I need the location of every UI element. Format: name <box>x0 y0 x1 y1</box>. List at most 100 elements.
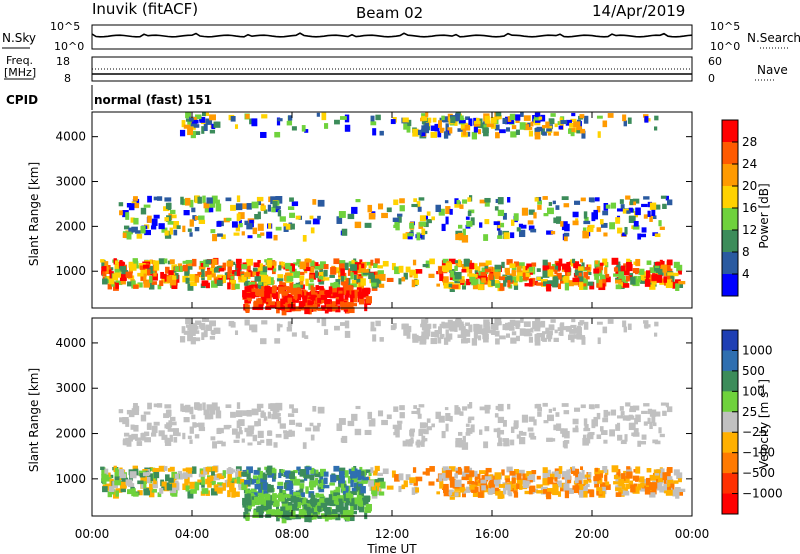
velocity-cell <box>628 414 633 420</box>
velocity-cell <box>498 484 505 488</box>
power-cell <box>586 281 594 286</box>
power-cell <box>308 274 314 280</box>
power-cell <box>370 259 374 266</box>
velocity-cell <box>620 411 625 416</box>
power-cell <box>607 113 614 118</box>
power-cell <box>168 270 174 276</box>
power-cell <box>279 216 286 222</box>
velocity-cell <box>161 434 168 440</box>
velocity-cell <box>502 323 507 331</box>
velocity-cell <box>501 469 505 476</box>
velocity-cell <box>246 472 251 480</box>
power-cell <box>172 220 179 229</box>
velocity-cell <box>251 324 258 333</box>
velocity-cell <box>235 466 242 471</box>
velocity-cell <box>372 334 377 342</box>
power-cell <box>230 116 236 122</box>
velocity-cell <box>465 322 470 327</box>
velocity-cell <box>416 408 421 415</box>
power-cell <box>215 203 222 212</box>
power-cell <box>191 119 199 124</box>
velocity-cell <box>434 329 440 338</box>
power-cell <box>217 274 224 281</box>
velocity-cell <box>475 323 480 329</box>
velocity-cell <box>375 320 381 327</box>
velocity-cell <box>611 465 619 473</box>
power-cell <box>494 268 502 272</box>
velocity-cell <box>136 441 143 446</box>
velocity-cell <box>119 473 127 479</box>
power-cell <box>203 112 209 117</box>
power-cell <box>372 262 378 269</box>
power-cell <box>491 279 495 286</box>
velocity-cell <box>530 436 537 440</box>
power-cell <box>241 231 245 236</box>
velocity-cell <box>266 467 272 476</box>
velocity-cell <box>424 332 430 340</box>
velocity-cell <box>135 437 142 441</box>
velocity-cell <box>511 484 518 491</box>
power-cell <box>654 262 661 266</box>
velocity-cell <box>209 335 216 340</box>
power-cell <box>311 292 318 296</box>
velocity-cell <box>467 480 475 485</box>
velocity-cell <box>403 480 408 488</box>
power-cell <box>461 235 469 243</box>
power-cell <box>497 222 505 228</box>
power-cell <box>632 278 640 287</box>
velocity-cell <box>558 466 563 474</box>
power-cell <box>313 262 319 269</box>
power-cell <box>462 284 466 290</box>
power-cell <box>339 116 347 120</box>
power-cell <box>644 116 649 123</box>
velocity-cell <box>517 469 525 477</box>
power-cell <box>217 233 223 237</box>
power-cell <box>498 230 502 236</box>
velocity-cell <box>350 476 354 481</box>
power-cell <box>304 129 309 133</box>
velocity-cell <box>443 490 450 497</box>
velocity-cell <box>468 476 473 484</box>
velocity-cell <box>628 423 636 431</box>
velocity-cell <box>536 484 541 488</box>
velocity-cell <box>442 472 449 480</box>
velocity-cell <box>452 492 459 497</box>
power-cell <box>345 284 352 291</box>
power-cell <box>407 119 412 127</box>
power-cell <box>368 272 374 279</box>
velocity-cell <box>204 413 211 420</box>
velocity-cell <box>323 484 330 489</box>
velocity-cell <box>258 488 263 493</box>
power-cell <box>227 265 232 274</box>
power-cell <box>644 279 651 287</box>
velocity-cell <box>633 428 639 434</box>
velocity-cell <box>311 494 316 503</box>
velocity-cell <box>626 417 631 421</box>
velocity-cell <box>676 472 683 479</box>
velocity-cell <box>195 320 202 326</box>
velocity-cell <box>210 481 215 486</box>
power-cell <box>263 209 268 214</box>
power-cell <box>662 264 668 273</box>
power-cell <box>186 265 193 270</box>
velocity-cell <box>424 328 429 334</box>
velocity-cell <box>238 419 245 427</box>
power-cell <box>496 115 502 120</box>
power-cell <box>257 263 263 271</box>
velocity-cell <box>229 487 237 493</box>
power-cell <box>421 125 429 133</box>
velocity-cell <box>290 471 296 480</box>
power-cell <box>326 301 332 307</box>
power-cell <box>582 230 589 239</box>
colorbar-segment <box>722 432 738 454</box>
power-cell <box>236 261 241 269</box>
power-cell <box>502 212 507 220</box>
power-cell <box>675 283 680 291</box>
power-cell <box>550 230 556 235</box>
power-cell <box>226 217 232 221</box>
freq-label-1: Freq. <box>6 54 33 67</box>
velocity-cell <box>496 321 502 326</box>
velocity-cell <box>176 473 183 480</box>
power-cell <box>573 128 579 133</box>
velocity-cell <box>506 466 513 473</box>
